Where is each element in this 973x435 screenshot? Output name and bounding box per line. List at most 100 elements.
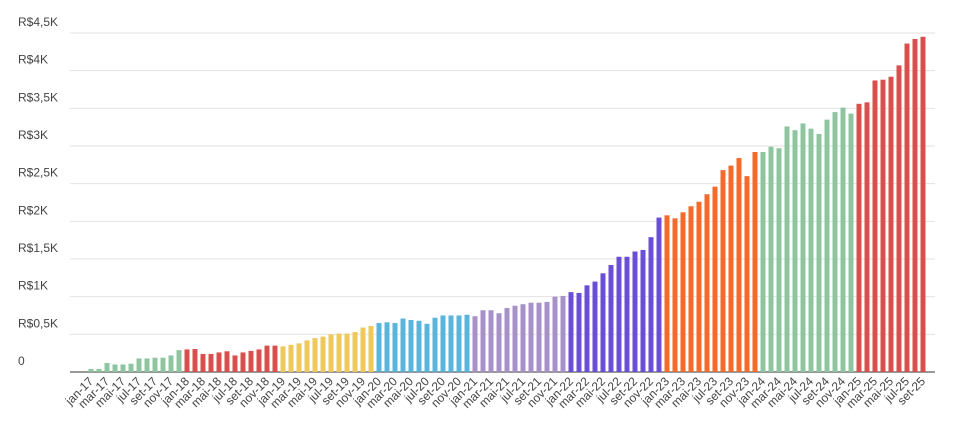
bar: [640, 249, 646, 372]
bar: [128, 363, 134, 372]
bar: [176, 350, 182, 372]
bar: [440, 315, 446, 372]
bar: [384, 322, 390, 372]
bar: [616, 256, 622, 372]
bar: [504, 307, 510, 372]
bar: [136, 358, 142, 372]
bar: [120, 364, 126, 372]
bar: [400, 318, 406, 372]
bar: [552, 296, 558, 372]
bar: [192, 349, 198, 372]
bar: [680, 212, 686, 372]
bar: [296, 343, 302, 372]
bar: [688, 206, 694, 372]
bar: [656, 217, 662, 372]
bar: [456, 315, 462, 372]
bar: [184, 349, 190, 372]
bar: [264, 345, 270, 372]
bar: [240, 352, 246, 372]
bar: [592, 281, 598, 372]
bar: [848, 113, 854, 373]
bar: [768, 146, 774, 372]
bar: [776, 148, 782, 372]
bar: [672, 218, 678, 372]
bar: [736, 158, 742, 372]
y-tick-label: R$4,5K: [18, 15, 58, 29]
bar: [536, 302, 542, 372]
bar: [88, 368, 94, 372]
bar: [600, 273, 606, 372]
bar: [632, 251, 638, 372]
bar: [144, 358, 150, 372]
y-tick-label: R$3K: [18, 128, 48, 142]
bar: [832, 112, 838, 372]
bar: [336, 333, 342, 372]
bar: [224, 351, 230, 372]
y-tick-label: 0: [18, 354, 25, 368]
bar: [288, 344, 294, 372]
bar: [864, 102, 870, 372]
bar: [272, 345, 278, 372]
bar: [840, 107, 846, 372]
bar: [824, 119, 830, 372]
bar: [696, 201, 702, 372]
bar: [448, 315, 454, 372]
bar: [648, 237, 654, 372]
bar: [480, 310, 486, 372]
bar: [96, 368, 102, 372]
bar: [544, 301, 550, 372]
bar: [376, 323, 382, 372]
bar: [368, 326, 374, 372]
bar: [328, 334, 334, 372]
bar: [352, 332, 358, 372]
bar: [432, 317, 438, 372]
bar: [360, 327, 366, 372]
bar: [808, 128, 814, 372]
bar: [712, 186, 718, 372]
bar: [520, 304, 526, 372]
bar: [576, 292, 582, 372]
bar: [488, 310, 494, 372]
bar: [744, 176, 750, 372]
y-tick-label: R$2,5K: [18, 166, 58, 180]
bar: [760, 152, 766, 372]
bar: [528, 302, 534, 372]
bar: [784, 126, 790, 372]
bar: [816, 133, 822, 372]
bar: [880, 79, 886, 372]
bar: [152, 357, 158, 372]
bar: [320, 336, 326, 372]
bar: [584, 285, 590, 372]
y-tick-label: R$3,5K: [18, 90, 58, 104]
bar: [792, 130, 798, 372]
bar: [416, 320, 422, 372]
bar: [208, 353, 214, 372]
bar: [856, 103, 862, 373]
bar: [904, 43, 910, 373]
bar: [608, 265, 614, 372]
bar: [392, 323, 398, 372]
bar: [512, 305, 518, 372]
bar: [160, 357, 166, 372]
bar: [704, 194, 710, 372]
bar: [728, 165, 734, 372]
bar: [896, 65, 902, 372]
bar: [200, 353, 206, 372]
bar: [720, 170, 726, 372]
y-tick-label: R$1K: [18, 279, 48, 293]
bar: [888, 76, 894, 373]
bar: [424, 323, 430, 372]
bar: [568, 292, 574, 372]
bar: [256, 349, 262, 372]
bar: [920, 36, 926, 373]
bar: [312, 338, 318, 372]
bar: [624, 256, 630, 372]
bar: [248, 350, 254, 372]
bar: [304, 340, 310, 372]
bar: [112, 364, 118, 372]
bar: [344, 333, 350, 372]
bar: [104, 362, 110, 372]
bar: [464, 314, 470, 372]
bar: [232, 355, 238, 372]
